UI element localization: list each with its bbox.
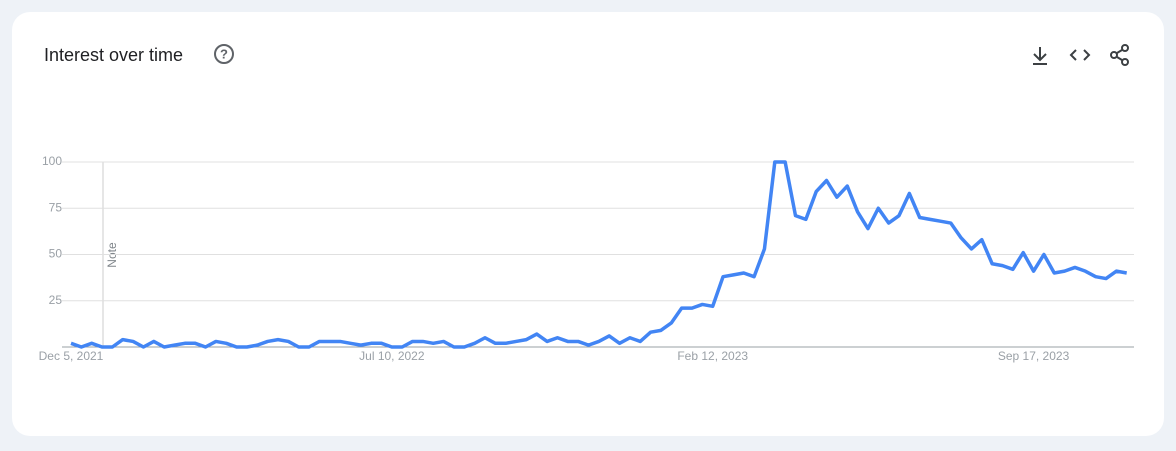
embed-icon[interactable] xyxy=(1069,49,1091,61)
y-tick-label: 50 xyxy=(49,247,63,261)
x-tick-label: Jul 10, 2022 xyxy=(359,349,425,363)
y-tick-label: 25 xyxy=(49,293,63,307)
card xyxy=(12,12,1164,436)
chart-title: Interest over time xyxy=(44,45,183,65)
y-tick-label: 100 xyxy=(42,154,62,168)
x-tick-label: Sep 17, 2023 xyxy=(998,349,1070,363)
share-icon[interactable] xyxy=(1110,44,1129,66)
x-tick-label: Feb 12, 2023 xyxy=(677,349,748,363)
trend-line xyxy=(70,160,1128,349)
svg-text:?: ? xyxy=(220,46,228,61)
x-tick-label: Dec 5, 2021 xyxy=(39,349,104,363)
help-icon[interactable]: ? xyxy=(214,44,234,64)
download-icon[interactable] xyxy=(1033,47,1047,65)
y-tick-label: 75 xyxy=(49,200,63,214)
